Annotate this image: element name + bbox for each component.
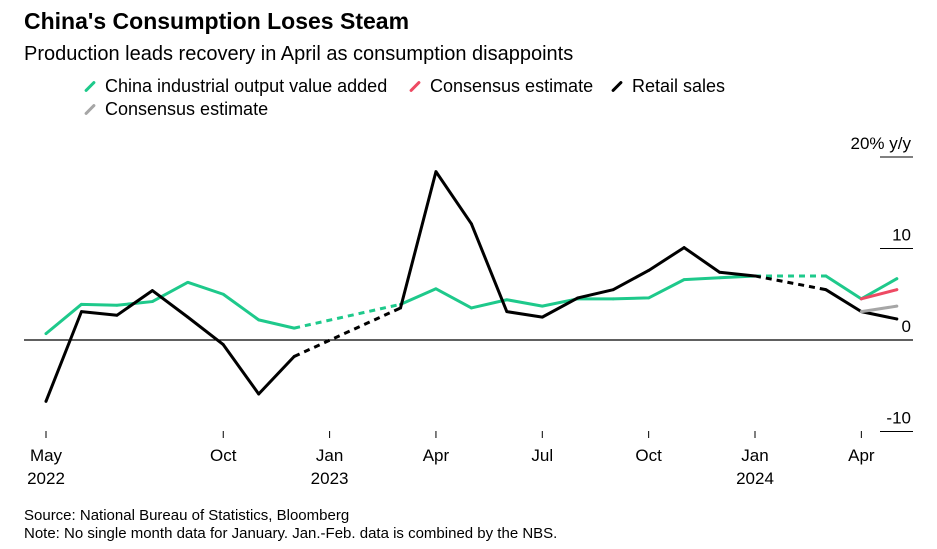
legend-item-consensus-retail: Consensus estimate [83, 99, 268, 120]
data-point-china-industrial-output-value-added-0 [682, 278, 686, 282]
data-point-china-industrial-output-value-added-0 [718, 276, 721, 280]
legend-item-consensus-industrial: Consensus estimate [408, 76, 593, 97]
source-note: Source: National Bureau of Statistics, B… [24, 507, 350, 524]
data-point-retail-sales-2 [611, 288, 615, 292]
data-point-retail-sales-2 [434, 170, 438, 174]
data-point-retail-sales-2 [576, 296, 580, 300]
x-tick-label: Jul [531, 446, 553, 465]
x-tick-year-label: 2022 [27, 469, 65, 488]
series-consensus-estimate-3 [859, 304, 899, 314]
legend-label-retail-sales: Retail sales [632, 76, 726, 96]
y-tick-label: -10 [886, 409, 911, 428]
y-tick-label: 10 [892, 226, 911, 245]
chart-title: China's Consumption Loses Steam [24, 8, 410, 34]
line-chart: 20% y/y 10 0 -10 May 2022 Oct Jan 2023 Apr Jul Oct… [24, 134, 913, 488]
data-point-retail-sales-2 [257, 392, 261, 396]
legend-swatch-consensus-retail [83, 103, 97, 116]
data-point-china-industrial-output-value-added-0 [505, 298, 509, 302]
legend-swatch-retail-sales [610, 80, 624, 93]
data-point-retail-sales-2 [895, 317, 899, 321]
series-line-retail-sales-2 [824, 288, 899, 321]
x-tick-label: Apr [423, 446, 450, 465]
legend-label-industrial-output: China industrial output value added [105, 76, 388, 96]
series-line-retail-sales-2 [399, 170, 757, 319]
data-point-retail-sales-2 [150, 289, 154, 292]
data-point-retail-sales-2 [682, 246, 686, 249]
chart-subtitle: Production leads recovery in April as co… [24, 43, 574, 65]
data-point-china-industrial-output-value-added-0 [115, 303, 119, 307]
data-point-china-industrial-output-value-added-0 [292, 326, 296, 330]
x-tick-label: Apr [848, 446, 875, 465]
legend-swatch-consensus-industrial [408, 80, 422, 93]
data-point-china-industrial-output-value-added-0 [186, 280, 190, 284]
data-point-retail-sales-2 [470, 222, 473, 226]
series-line-consensus-estimate-3 [859, 304, 899, 314]
data-point-china-industrial-output-value-added-0 [257, 318, 261, 322]
x-tick-year-label: 2024 [736, 469, 774, 488]
data-point-consensus-estimate-1 [895, 288, 899, 292]
x-tick-label: Oct [210, 446, 237, 465]
legend-swatch-industrial-output [83, 80, 97, 93]
series-lines [44, 170, 899, 403]
series-line-china-industrial-output-value-added-0 [399, 274, 757, 310]
x-tick-label: Jan [741, 446, 768, 465]
legend-item-industrial-output: China industrial output value added [83, 76, 387, 97]
series-line-consensus-estimate-1 [859, 288, 899, 301]
y-tick-label: 0 [902, 317, 911, 336]
y-tick-label: 20% y/y [851, 134, 912, 153]
series-line-china-industrial-output-value-added-0 [44, 280, 296, 336]
series-dashed-gap-retail-sales-2 [754, 274, 827, 292]
series-line-retail-sales-2 [44, 289, 296, 403]
data-point-retail-sales-2 [540, 315, 544, 319]
x-tick-label: Jan [316, 446, 343, 465]
series-dashed-gap-china-industrial-output-value-added-0 [293, 302, 401, 330]
data-point-china-industrial-output-value-added-0 [80, 302, 83, 306]
data-point-retail-sales-2 [505, 310, 509, 314]
footnote: Note: No single month data for January. … [24, 525, 558, 542]
legend-label-consensus-industrial: Consensus estimate [430, 76, 594, 96]
data-point-retail-sales-2 [753, 274, 757, 278]
data-point-consensus-estimate-1 [859, 297, 863, 301]
series-dashed-gap-retail-sales-2 [293, 306, 402, 358]
data-point-consensus-estimate-3 [895, 304, 899, 308]
y-axis-labels: 20% y/y 10 0 -10 [851, 134, 912, 428]
data-point-retail-sales-2 [824, 288, 828, 292]
x-tick-year-label: 2023 [311, 469, 349, 488]
data-point-china-industrial-output-value-added-0 [470, 306, 473, 310]
series-retail-sales-2 [44, 170, 899, 403]
data-point-consensus-estimate-3 [859, 310, 863, 314]
x-tick-label: May [30, 446, 63, 465]
data-point-retail-sales-2 [292, 355, 296, 358]
data-point-retail-sales-2 [115, 313, 119, 317]
data-point-china-industrial-output-value-added-0 [647, 296, 651, 300]
data-point-china-industrial-output-value-added-0 [221, 292, 225, 296]
legend-item-retail-sales: Retail sales [610, 76, 725, 97]
data-point-china-industrial-output-value-added-0 [434, 287, 438, 291]
data-point-china-industrial-output-value-added-0 [611, 297, 615, 301]
data-point-retail-sales-2 [44, 399, 48, 403]
legend-label-consensus-retail: Consensus estimate [105, 99, 269, 119]
data-point-retail-sales-2 [221, 343, 225, 346]
data-point-china-industrial-output-value-added-0 [540, 304, 544, 308]
data-point-retail-sales-2 [80, 310, 83, 314]
data-point-china-industrial-output-value-added-0 [150, 300, 154, 303]
data-point-china-industrial-output-value-added-0 [44, 332, 48, 335]
data-point-china-industrial-output-value-added-0 [895, 277, 899, 281]
series-consensus-estimate-1 [859, 288, 899, 301]
data-point-retail-sales-2 [399, 306, 402, 310]
x-axis: May 2022 Oct Jan 2023 Apr Jul Oct Jan 2024 Apr [27, 431, 875, 488]
data-point-china-industrial-output-value-added-0 [824, 274, 828, 278]
x-tick-label: Oct [635, 446, 662, 465]
data-point-retail-sales-2 [718, 270, 721, 274]
data-point-retail-sales-2 [647, 269, 651, 272]
y-gridlines [24, 156, 913, 432]
data-point-retail-sales-2 [186, 315, 190, 319]
